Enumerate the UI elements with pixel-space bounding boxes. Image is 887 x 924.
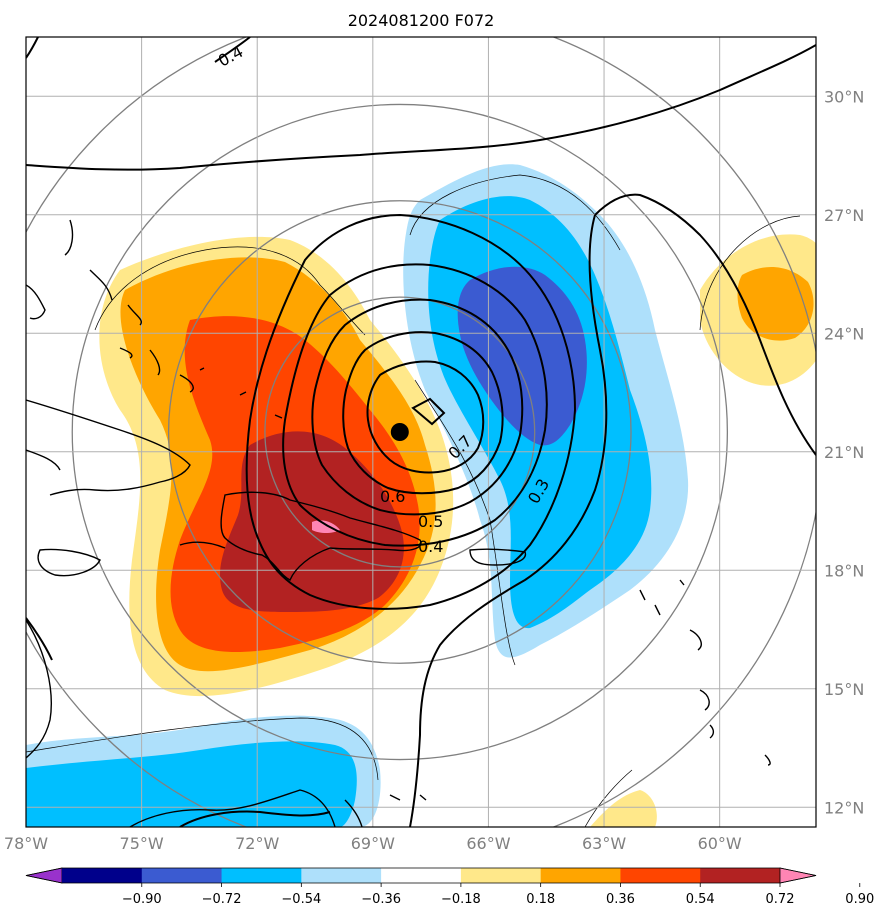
lon-tick-label: 63°W (582, 834, 626, 853)
storm-track-box (411, 397, 446, 426)
colorbar-tick-label: −0.54 (281, 892, 321, 907)
shade-level-0.90 (312, 520, 340, 533)
colorbar-tick-label: 0.36 (606, 892, 635, 907)
coast-lesser-antilles (639, 579, 771, 766)
map-frame (25, 36, 817, 828)
shade-level-0.72 (220, 431, 404, 612)
storm-center-marker (390, 423, 409, 441)
colorbar-tick-label: −0.72 (202, 892, 242, 907)
colorbar-outline (25, 867, 817, 884)
contour-label-0.4: 0.4 (418, 537, 443, 556)
range-ring-0 (264, 296, 536, 568)
coast-florida-tip (26, 284, 46, 320)
contour-lines (26, 37, 816, 827)
colorbar (25, 867, 817, 884)
coast-south-america (26, 619, 363, 827)
contour-0.4 (282, 263, 548, 547)
coast-small-islands (199, 367, 427, 801)
coast-jamaica (37, 548, 101, 577)
figure-title: 2024081200 F072 (348, 11, 495, 30)
shade-level-0.18-southeast (590, 790, 657, 827)
range-ring-2 (71, 103, 729, 761)
lon-tick-label: 60°W (698, 834, 742, 853)
colorbar-tick-label: 0.90 (845, 892, 874, 907)
lat-lon-grid (26, 37, 816, 827)
contour-0.5 (311, 298, 524, 516)
colorbar-bin (221, 868, 302, 883)
colorbar-bin (62, 868, 143, 883)
shade-outline (26, 174, 801, 827)
colorbar-tick-label: −0.36 (361, 892, 401, 907)
lat-tick-label: 15°N (824, 680, 864, 699)
colorbar-extend-high (779, 867, 817, 884)
coast-bahamas (64, 219, 194, 393)
lon-tick-label: 69°W (351, 834, 395, 853)
colorbar-bin (301, 868, 382, 883)
lat-tick-label: 30°N (824, 87, 864, 106)
coastlines (26, 219, 771, 827)
contour-bottom (179, 810, 331, 827)
contour-northern (26, 44, 816, 171)
colorbar-bin (381, 868, 462, 883)
lon-tick-label: 75°W (120, 834, 164, 853)
lon-tick-label: 66°W (466, 834, 510, 853)
contour-sw-corner (26, 617, 53, 661)
lat-tick-label: 24°N (824, 324, 864, 343)
latitude-tick-labels: 12°N 15°N 18°N 21°N 24°N 27°N 30°N (824, 87, 864, 817)
contour-0.3 (245, 213, 577, 610)
shade-level-neg-0.36-south (26, 741, 357, 827)
range-rings (26, 37, 816, 827)
contour-label-0.5: 0.5 (418, 512, 443, 531)
lat-tick-label: 12°N (824, 798, 864, 817)
contour-eastern-inner (409, 214, 608, 827)
range-ring-1 (167, 200, 632, 664)
colorbar-tick-label: −0.90 (122, 892, 162, 907)
colorbar-bin (460, 868, 542, 883)
lon-tick-label: 72°W (235, 834, 279, 853)
colorbar-bin (540, 868, 621, 883)
lat-tick-label: 27°N (824, 206, 864, 225)
contour-eastern (594, 193, 816, 456)
colorbar-tick-label: 0.54 (686, 892, 715, 907)
coast-cuba (26, 399, 191, 496)
contour-0.6 (342, 331, 504, 495)
coast-hispaniola (179, 491, 422, 581)
coast-puerto-rico (469, 548, 527, 566)
colorbar-tick-label: −0.18 (441, 892, 481, 907)
colorbar-tick-label: 0.18 (526, 892, 555, 907)
lat-tick-label: 21°N (824, 443, 864, 462)
colorbar-bin (141, 868, 223, 883)
colorbar-bin (620, 868, 701, 883)
contour-0.4-top (26, 37, 251, 63)
colorbar-labels: −0.90 −0.72 −0.54 −0.36 −0.18 0.18 0.36 0.54 0.7… (122, 883, 874, 907)
longitude-tick-labels: 78°W 75°W 72°W 69°W 66°W 63°W 60°W (4, 834, 742, 853)
colorbar-bin (700, 868, 781, 883)
shade-level-0.36-east (737, 266, 814, 341)
lat-tick-label: 18°N (824, 561, 864, 580)
lon-tick-label: 78°W (4, 834, 48, 853)
contour-label-0.6: 0.6 (380, 487, 405, 506)
contour-0.7 (366, 360, 485, 474)
colorbar-tick-label: 0.72 (766, 892, 795, 907)
colorbar-extend-low (25, 867, 63, 884)
